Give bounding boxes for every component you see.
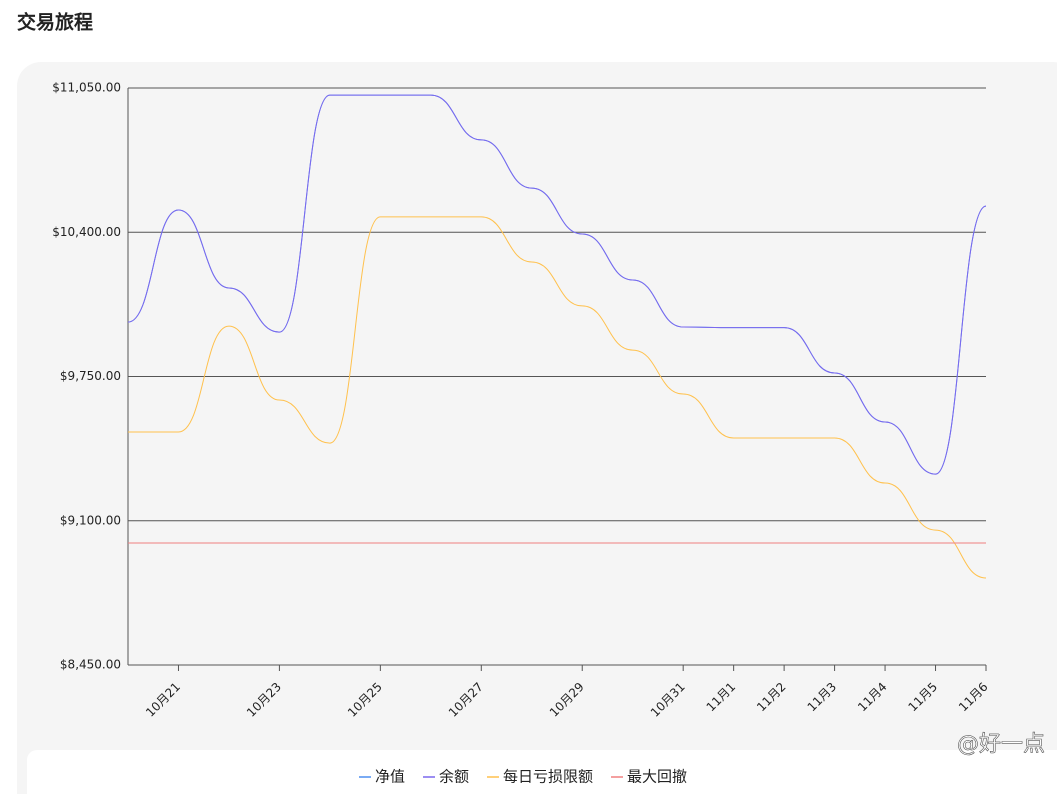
page-title: 交易旅程 xyxy=(17,11,93,34)
y-tick-label: $9,750.00 xyxy=(60,369,121,383)
legend-panel xyxy=(27,750,1057,794)
legend-label: 净值 xyxy=(375,768,405,786)
legend-label: 每日亏损限额 xyxy=(503,768,593,786)
chart-panel xyxy=(17,62,1057,794)
y-tick-label: $10,400.00 xyxy=(52,225,121,239)
y-tick-label: $9,100.00 xyxy=(60,513,121,527)
watermark: @好一点 xyxy=(957,732,1045,757)
y-tick-label: $8,450.00 xyxy=(60,658,121,672)
series-line xyxy=(128,216,987,579)
y-tick-label: $11,050.00 xyxy=(52,81,121,95)
legend-label: 最大回撤 xyxy=(627,768,687,786)
legend-label: 余额 xyxy=(439,768,469,786)
series-line xyxy=(127,94,987,475)
